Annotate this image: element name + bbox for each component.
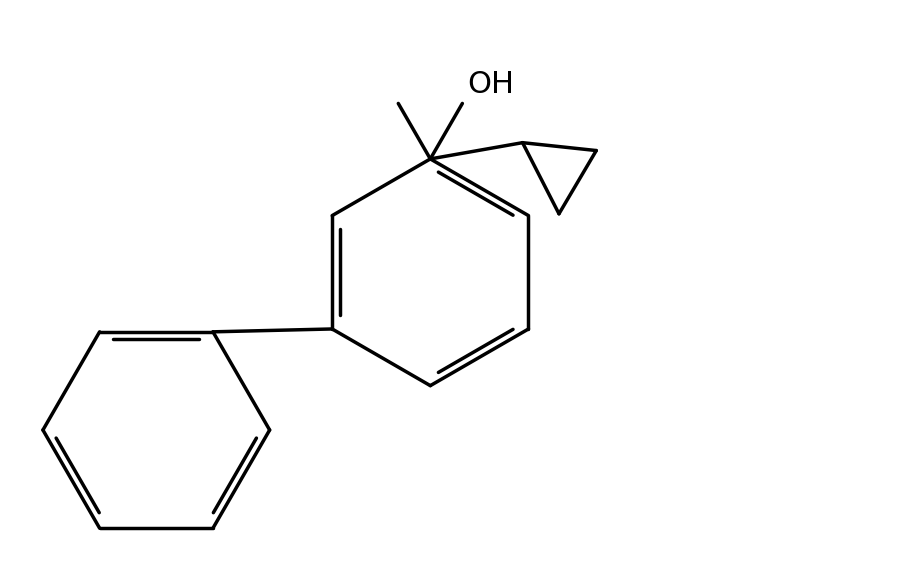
Text: OH: OH <box>467 69 514 99</box>
